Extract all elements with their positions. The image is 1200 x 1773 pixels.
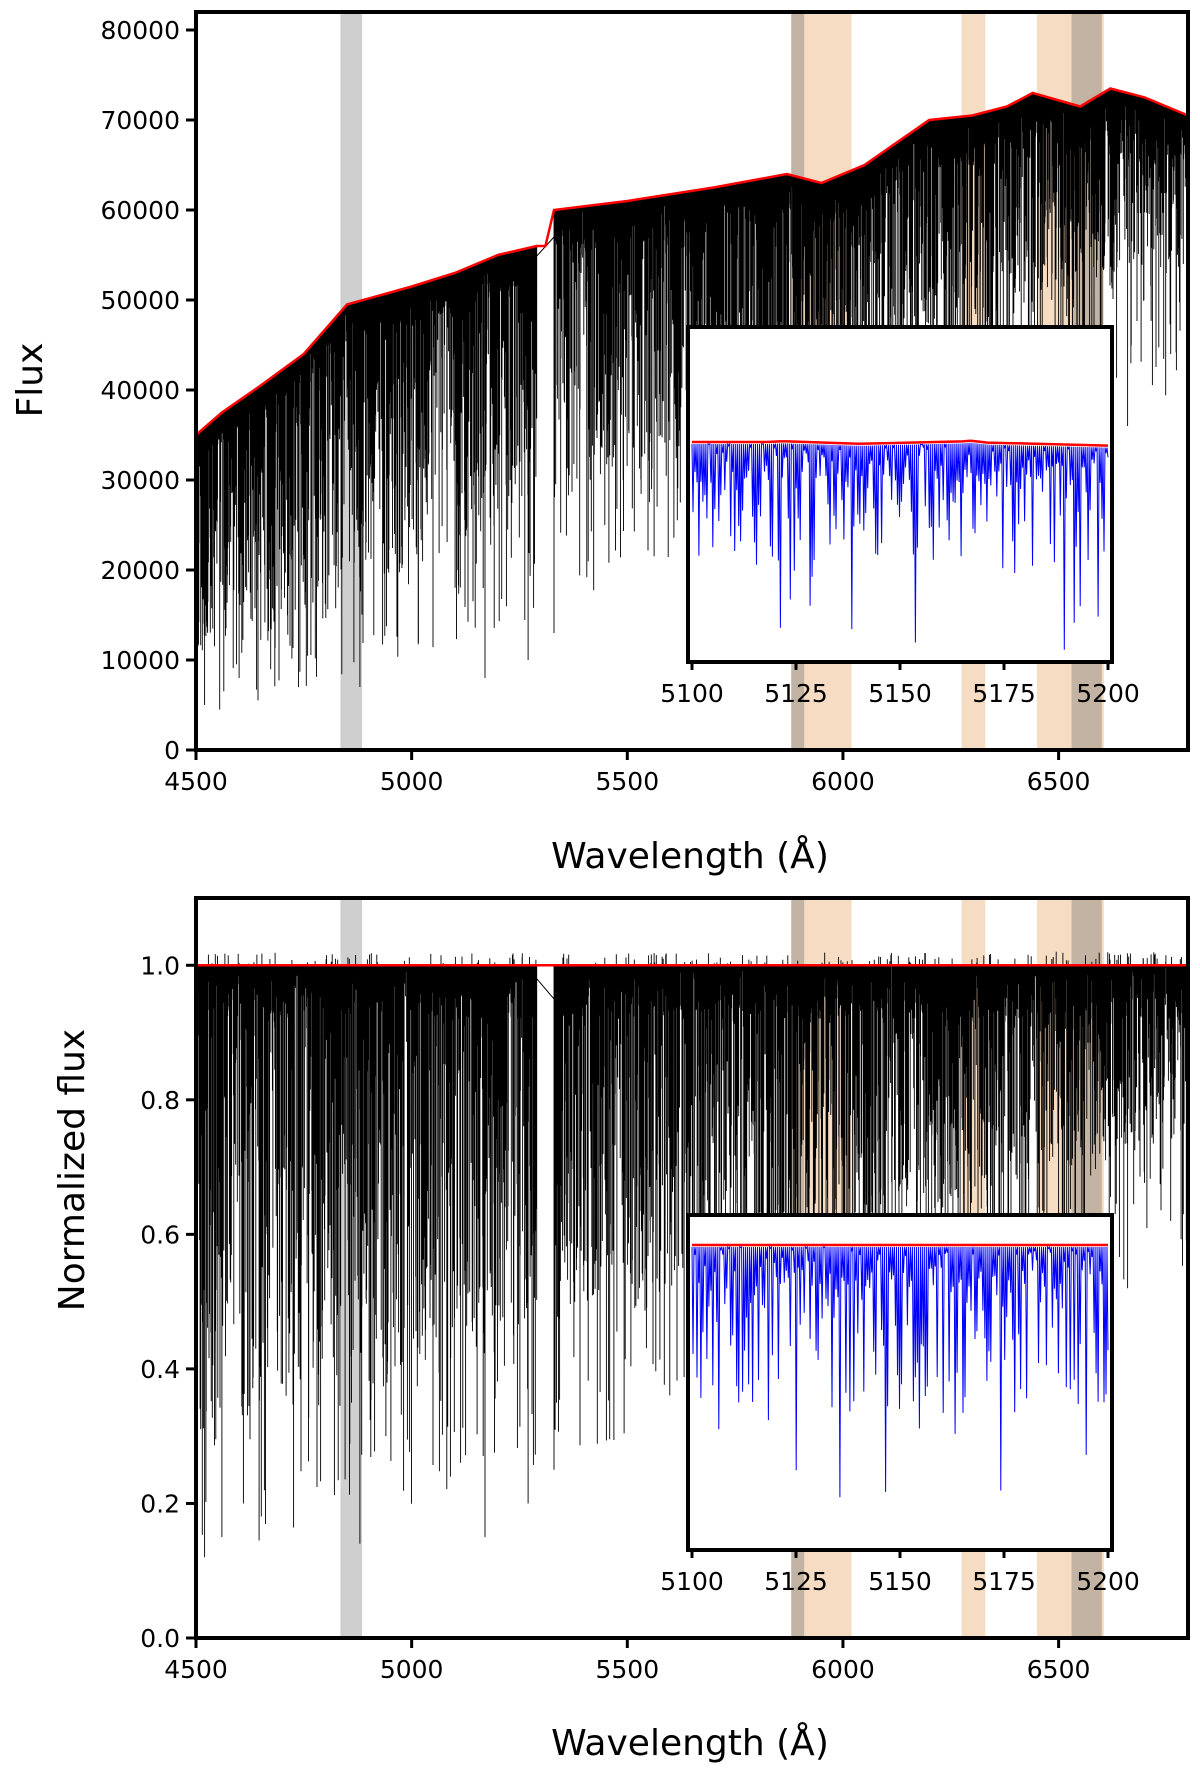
bottom-inset-x-tick-labels: 5100 5125 5150 5175 5200 [660, 1567, 1140, 1596]
inset-x-tick-label-5200: 5200 [1076, 1567, 1140, 1596]
top-x-tick-labels: 4500 5000 5500 6000 6500 [164, 767, 1090, 796]
bottom-y-tick-labels: 0.0 0.2 0.4 0.6 0.8 1.0 [140, 951, 180, 1653]
x-tick-label-6000: 6000 [811, 1655, 875, 1684]
x-tick-label-6000: 6000 [811, 767, 875, 796]
y-tick-label-2: 20000 [100, 556, 180, 585]
bottom-x-tick-labels: 4500 5000 5500 6000 6500 [164, 1655, 1090, 1684]
inset-x-tick-label-5100: 5100 [660, 1567, 724, 1596]
inset-blue-spectrum [691, 442, 1109, 650]
inset-x-tick-label-5175: 5175 [972, 1567, 1036, 1596]
top-x-ticks [194, 750, 1061, 760]
y-tick-label-7: 70000 [100, 106, 180, 135]
x-tick-label-4500: 4500 [164, 767, 228, 796]
bottom-axes-frame [194, 896, 1190, 1640]
top-axes-frame [194, 10, 1190, 752]
inset-x-tick-label-5125: 5125 [764, 679, 828, 708]
y-tick-label-2: 0.4 [140, 1355, 180, 1384]
bottom-panel: 4500 5000 5500 6000 6500 0.00.20.40.60.81.0 … [52, 896, 1190, 1764]
x-tick-label-4500: 4500 [164, 1655, 228, 1684]
bottom-x-ticks [194, 1638, 1061, 1648]
top-spectrum-lines [195, 88, 1189, 710]
x-tick-label-5500: 5500 [595, 1655, 659, 1684]
y-tick-label-0: 0 [164, 736, 180, 765]
x-tick-label-5000: 5000 [380, 1655, 444, 1684]
spectrum-gap-segment [536, 978, 555, 1000]
inset-blue-spectrum [691, 1245, 1109, 1498]
inset-x-tick-label-5150: 5150 [868, 679, 932, 708]
top-y-tick-labels: 0 10000 20000 30000 40000 50000 60000 70000 8000… [100, 16, 180, 765]
bottom-inset-x-ticks [690, 1550, 1110, 1558]
y-tick-label-5: 50000 [100, 286, 180, 315]
y-tick-label-8: 80000 [100, 16, 180, 45]
y-tick-label-0: 0.0 [140, 1624, 180, 1653]
top-y-axis-label: Flux [10, 343, 51, 418]
top-panel: 4500 5000 5500 6000 6500 0 10000 20000 30000 400… [10, 10, 1190, 877]
x-tick-label-5000: 5000 [380, 767, 444, 796]
bottom-y-ticks [186, 963, 196, 1640]
top-inset-fit-line [692, 439, 1109, 447]
top-x-axis-label: Wavelength (Å) [551, 834, 829, 877]
top-inset: 5100 5125 5150 5175 5200 [660, 325, 1140, 708]
x-tick-label-6500: 6500 [1027, 1655, 1091, 1684]
y-tick-label-5: 1.0 [140, 951, 180, 980]
bottom-y-axis-label: Normalized flux [52, 1029, 93, 1311]
y-tick-label-6: 60000 [100, 196, 180, 225]
y-tick-label-3: 30000 [100, 466, 180, 495]
inset-x-tick-label-5150: 5150 [868, 1567, 932, 1596]
inset-x-tick-label-5100: 5100 [660, 679, 724, 708]
inset-x-tick-label-5175: 5175 [972, 679, 1036, 708]
top-y-ticks [186, 28, 196, 752]
bottom-inset-spectrum [691, 1245, 1109, 1498]
y-tick-label-3: 0.6 [140, 1220, 180, 1249]
inset-x-tick-label-5200: 5200 [1076, 679, 1140, 708]
x-tick-label-6500: 6500 [1027, 767, 1091, 796]
y-tick-label-4: 40000 [100, 376, 180, 405]
top-inset-spectrum [691, 442, 1109, 650]
y-tick-label-1: 0.2 [140, 1489, 180, 1518]
top-inset-x-ticks [690, 662, 1110, 670]
y-tick-label-4: 0.8 [140, 1086, 180, 1115]
y-tick-label-1: 10000 [100, 646, 180, 675]
x-tick-label-5500: 5500 [595, 767, 659, 796]
bottom-x-axis-label: Wavelength (Å) [551, 1721, 829, 1764]
inset-x-tick-label-5125: 5125 [764, 1567, 828, 1596]
bottom-inset: 5100 5125 5150 5175 5200 [660, 1213, 1140, 1596]
top-inset-x-tick-labels: 5100 5125 5150 5175 5200 [660, 679, 1140, 708]
top-continuum-fit-line [195, 87, 1189, 436]
